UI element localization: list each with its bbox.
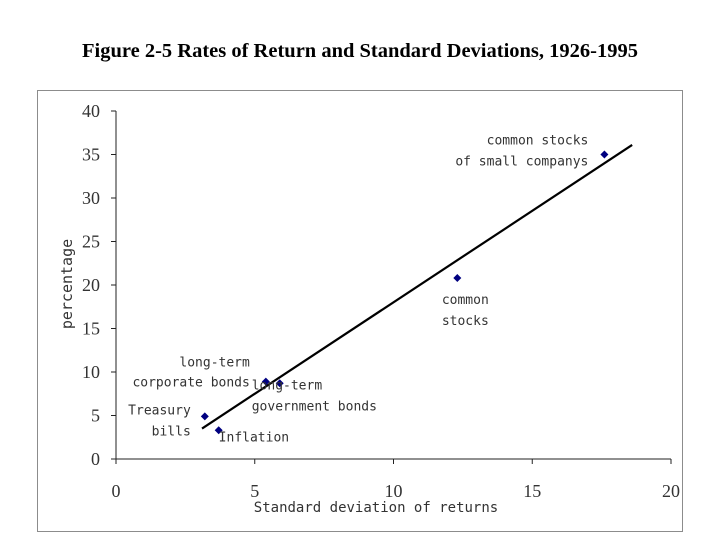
trend-line (201, 144, 633, 430)
data-point (200, 412, 209, 421)
point-label: common stocks (487, 134, 589, 149)
y-tick-label: 20 (82, 275, 100, 295)
point-label: long-term (252, 378, 323, 393)
y-tick-label: 10 (82, 362, 100, 382)
point-label: of small companys (455, 155, 588, 170)
x-tick-label: 20 (662, 481, 680, 501)
point-label: stocks (442, 314, 489, 329)
point-label: long-term (179, 356, 250, 371)
point-label: government bonds (252, 399, 377, 414)
y-tick-label: 30 (82, 188, 100, 208)
chart-frame (37, 90, 683, 532)
y-axis-label: percentage (58, 239, 76, 329)
y-tick-label: 15 (82, 319, 100, 339)
x-axis-label: Standard deviation of returns (254, 500, 498, 516)
data-point (453, 274, 462, 283)
data-points (200, 150, 609, 435)
point-label: bills (152, 424, 191, 439)
data-point (600, 150, 609, 159)
y-tick-label: 40 (82, 101, 100, 121)
tick-labels: 0 5 10 15 20 25 30 35 40 0 5 10 15 20 (82, 101, 680, 501)
chart-title: Figure 2-5 Rates of Return and Standard … (82, 40, 638, 62)
x-tick-label: 10 (385, 481, 403, 501)
point-label: Inflation (219, 430, 289, 445)
y-tick-label: 35 (82, 145, 100, 165)
point-label: common (442, 293, 489, 308)
x-tick-label: 15 (523, 481, 541, 501)
axes (111, 110, 672, 464)
y-tick-label: 5 (91, 406, 100, 426)
point-label: Treasury (128, 403, 191, 418)
data-point (214, 426, 223, 435)
x-tick-label: 5 (250, 481, 259, 501)
trend-line-group (201, 144, 633, 430)
y-tick-label: 25 (82, 232, 100, 252)
data-point (261, 377, 270, 386)
y-tick-label: 0 (91, 449, 100, 469)
data-point (275, 379, 284, 388)
point-label: corporate bonds (132, 376, 249, 391)
x-tick-label: 0 (112, 481, 121, 501)
